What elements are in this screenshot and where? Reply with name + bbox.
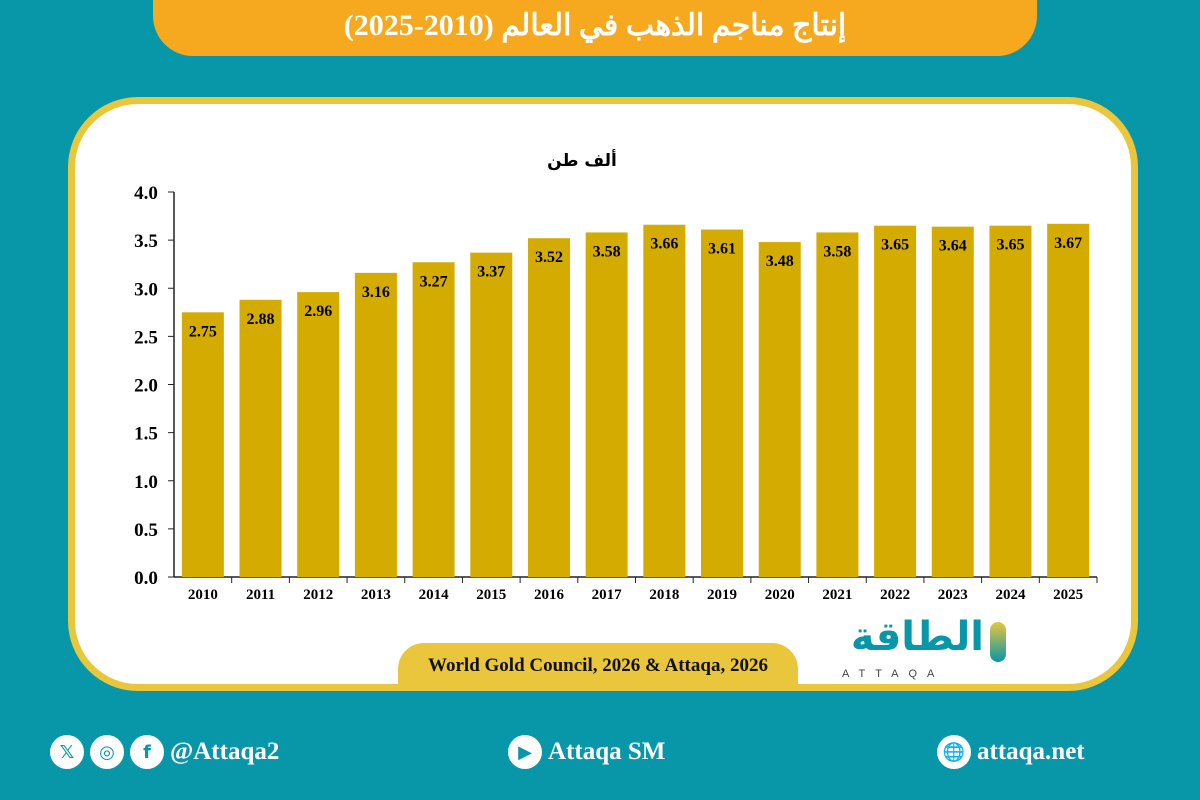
x-tick-label: 2024 bbox=[995, 587, 1026, 603]
bar bbox=[874, 225, 917, 577]
y-tick-label: 2.5 bbox=[134, 327, 158, 348]
x-tick-label: 2020 bbox=[765, 587, 795, 603]
bar bbox=[643, 224, 686, 577]
facebook-icon[interactable]: f bbox=[130, 735, 164, 769]
globe-icon[interactable]: 🌐 bbox=[937, 735, 971, 769]
x-tick-label: 2021 bbox=[822, 587, 852, 603]
bar bbox=[758, 242, 801, 578]
attaqa-logo: الطاقة ATTAQA bbox=[832, 614, 1012, 684]
y-tick-label: 1.0 bbox=[134, 472, 158, 493]
bar bbox=[931, 226, 974, 577]
x-tick-label: 2017 bbox=[592, 587, 623, 603]
bar bbox=[470, 252, 513, 577]
data-label: 3.65 bbox=[996, 237, 1024, 254]
logo-arabic: الطاقة bbox=[850, 614, 984, 660]
bar bbox=[239, 299, 282, 577]
y-tick-label: 3.0 bbox=[134, 279, 158, 300]
bar bbox=[181, 312, 224, 577]
data-label: 3.58 bbox=[593, 243, 621, 260]
youtube-link: ▶ Attaqa SM bbox=[508, 735, 665, 769]
source-label: World Gold Council, 2026 & Attaqa, 2026 bbox=[398, 643, 798, 691]
x-tick-label: 2023 bbox=[938, 587, 968, 603]
data-label: 3.58 bbox=[823, 243, 851, 260]
x-tick-label: 2018 bbox=[649, 587, 679, 603]
y-tick-label: 2.0 bbox=[134, 376, 158, 397]
x-tick-label: 2025 bbox=[1053, 587, 1083, 603]
y-tick-label: 3.5 bbox=[134, 231, 158, 252]
data-label: 2.75 bbox=[189, 323, 217, 340]
logo-drop-icon bbox=[990, 622, 1006, 662]
data-label: 3.48 bbox=[766, 253, 794, 270]
x-tick-label: 2015 bbox=[476, 587, 506, 603]
bar bbox=[412, 262, 455, 577]
x-icon[interactable]: 𝕏 bbox=[50, 735, 84, 769]
data-label: 3.27 bbox=[420, 273, 448, 290]
data-label: 2.88 bbox=[247, 311, 275, 328]
bar bbox=[354, 272, 397, 577]
data-label: 3.16 bbox=[362, 284, 390, 301]
y-tick-label: 0.5 bbox=[134, 520, 158, 541]
data-label: 2.96 bbox=[304, 303, 332, 320]
data-label: 3.37 bbox=[477, 264, 505, 281]
data-label: 3.64 bbox=[939, 238, 967, 255]
data-label: 3.61 bbox=[708, 241, 736, 258]
bar bbox=[527, 238, 570, 577]
x-tick-label: 2019 bbox=[707, 587, 737, 603]
x-tick-label: 2011 bbox=[246, 587, 275, 603]
data-label: 3.66 bbox=[650, 236, 678, 253]
bar bbox=[701, 229, 744, 577]
bar bbox=[989, 225, 1032, 577]
bar bbox=[1047, 223, 1090, 577]
social-handle[interactable]: @Attaqa2 bbox=[170, 738, 280, 765]
data-label: 3.65 bbox=[881, 237, 909, 254]
social-links: 𝕏 ◎ f @Attaqa2 bbox=[50, 735, 279, 769]
bar bbox=[816, 232, 859, 578]
x-tick-label: 2016 bbox=[534, 587, 565, 603]
y-tick-label: 0.0 bbox=[134, 568, 158, 589]
x-tick-label: 2013 bbox=[361, 587, 391, 603]
x-tick-label: 2012 bbox=[303, 587, 333, 603]
website-link: 🌐 attaqa.net bbox=[937, 735, 1085, 769]
data-label: 3.52 bbox=[535, 249, 563, 266]
website-url[interactable]: attaqa.net bbox=[977, 738, 1085, 765]
bar bbox=[297, 292, 340, 577]
youtube-icon[interactable]: ▶ bbox=[508, 735, 542, 769]
instagram-icon[interactable]: ◎ bbox=[90, 735, 124, 769]
y-tick-label: 1.5 bbox=[134, 424, 158, 445]
bar bbox=[585, 232, 628, 578]
x-tick-label: 2010 bbox=[188, 587, 218, 603]
page-title: إنتاج مناجم الذهب في العالم (2010-2025) bbox=[153, 0, 1037, 56]
data-label: 3.67 bbox=[1054, 235, 1082, 252]
y-axis-label: ألف طن bbox=[547, 149, 617, 171]
y-tick-label: 4.0 bbox=[134, 183, 158, 204]
x-tick-label: 2022 bbox=[880, 587, 910, 603]
logo-english: ATTAQA bbox=[842, 668, 945, 680]
youtube-name[interactable]: Attaqa SM bbox=[548, 738, 666, 765]
x-tick-label: 2014 bbox=[419, 587, 450, 603]
